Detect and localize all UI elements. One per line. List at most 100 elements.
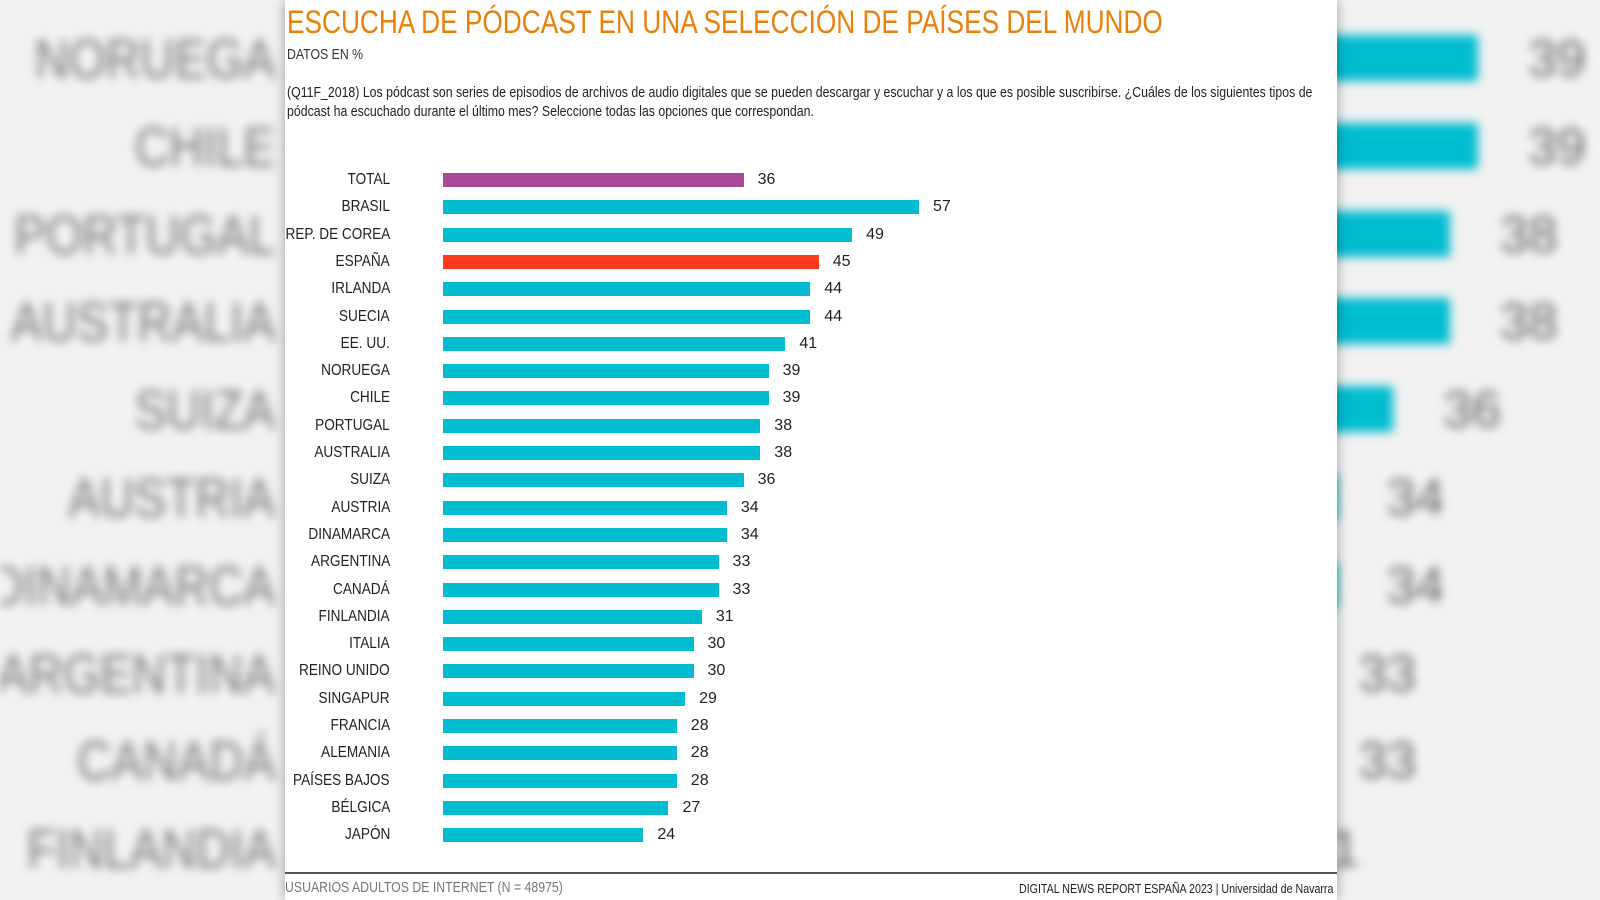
value-label: 28: [690, 744, 709, 762]
category-label: SINGAPUR: [318, 689, 390, 707]
category-label: SUECIA: [339, 307, 390, 325]
bar: [443, 527, 727, 542]
category-label: REP. DE COREA: [285, 225, 390, 243]
bar-row: ITALIA 30: [285, 634, 1285, 654]
bar: [443, 200, 919, 215]
category-label: SUIZA: [349, 471, 390, 489]
value-label: 30: [707, 635, 726, 653]
bar-row: ALEMANIA 28: [285, 743, 1285, 763]
chart-panel: ESCUCHA DE PÓDCAST EN UNA SELECCIÓN DE P…: [285, 0, 1337, 900]
survey-question: (Q11F_2018) Los pódcast son series de ep…: [287, 85, 1313, 120]
background-label: CANADÁ: [76, 729, 275, 793]
value-label: 44: [824, 280, 843, 298]
bar-row: SUIZA 36: [285, 470, 1285, 490]
background-label: CHILE: [134, 114, 275, 178]
bar-row: DINAMARCA 34: [285, 525, 1285, 545]
sample-note: USUARIOS ADULTOS DE INTERNET (N = 48975): [285, 879, 563, 896]
value-label: 34: [740, 525, 759, 543]
bar-row: CANADÁ 33: [285, 580, 1285, 600]
bar-row: EE. UU. 41: [285, 334, 1285, 354]
background-label: NORUEGA: [34, 27, 275, 90]
value-label: 31: [715, 607, 734, 625]
bar: [443, 691, 686, 706]
category-label: BRASIL: [341, 198, 390, 216]
value-label: 33: [732, 580, 751, 598]
category-label: AUSTRALIA: [314, 444, 390, 461]
bar: [443, 254, 819, 269]
bar-row: AUSTRALIA 38: [285, 443, 1285, 463]
category-label: ALEMANIA: [321, 744, 390, 762]
bar: [443, 391, 769, 406]
background-value: 38: [1499, 205, 1558, 264]
bar: [443, 637, 694, 652]
chart-subtitle: DATOS EN %: [287, 46, 364, 63]
category-label: EE. UU.: [340, 334, 390, 352]
value-label: 33: [732, 553, 751, 571]
bar-row: CHILE 39: [285, 388, 1285, 408]
value-label: 24: [657, 826, 676, 844]
bar-row: AUSTRIA 34: [285, 498, 1285, 518]
bar: [443, 828, 644, 843]
category-label: BÉLGICA: [331, 798, 390, 816]
background-label: FINLANDIA: [26, 817, 275, 881]
bar-row: FINLANDIA 31: [285, 607, 1285, 627]
background-row: SUIZA 36: [0, 380, 1600, 440]
value-label: 39: [782, 389, 801, 407]
bar: [443, 418, 761, 433]
value-label: 34: [740, 498, 759, 516]
background-value: 33: [1358, 732, 1417, 791]
category-label: ITALIA: [349, 635, 390, 653]
background-value: 34: [1386, 469, 1445, 527]
background-label: ARGENTINA: [0, 641, 275, 705]
bar-row: ARGENTINA 33: [285, 552, 1285, 572]
source-credit: DIGITAL NEWS REPORT ESPAÑA 2023 | Univer…: [1018, 881, 1333, 896]
bar: [443, 582, 719, 597]
background-label: PORTUGAL: [14, 202, 275, 266]
bar: [443, 719, 677, 733]
bar-row: PAÍSES BAJOS 28: [285, 771, 1285, 791]
bar-row: TOTAL 36: [285, 170, 1285, 190]
value-label: 39: [782, 362, 801, 380]
value-label: 36: [757, 471, 776, 489]
value-label: 27: [682, 798, 701, 816]
background-value: 39: [1528, 117, 1586, 176]
value-label: 57: [932, 198, 951, 216]
category-label: AUSTRIA: [331, 498, 390, 516]
background-row: CHILE 39: [0, 114, 1600, 178]
background-label: AUSTRALIA: [10, 290, 275, 354]
value-label: 28: [690, 717, 709, 734]
bar-row: JAPÓN 24: [285, 825, 1285, 845]
category-label: CHILE: [349, 389, 390, 407]
category-label: IRLANDA: [331, 280, 390, 298]
category-label: CANADÁ: [333, 580, 390, 598]
category-label: ARGENTINA: [310, 553, 390, 571]
value-label: 44: [824, 307, 843, 325]
bar-row: ESPAÑA 45: [285, 252, 1285, 272]
background-label: AUSTRIA: [68, 466, 275, 529]
bar: [443, 500, 727, 515]
category-label: REINO UNIDO: [299, 662, 390, 680]
bar: [443, 664, 694, 679]
bar: [443, 309, 811, 324]
background-value: 38: [1499, 293, 1558, 352]
background-value: 36: [1443, 381, 1501, 440]
bar: [443, 173, 744, 187]
category-label: DINAMARCA: [308, 525, 390, 543]
background-label: SUIZA: [134, 378, 275, 442]
category-label: JAPÓN: [344, 826, 390, 844]
bar: [443, 336, 786, 351]
value-label: 38: [774, 416, 793, 434]
bar: [443, 364, 769, 379]
category-label: NORUEGA: [321, 362, 390, 380]
background-value: 34: [1386, 556, 1445, 615]
value-label: 38: [774, 444, 793, 461]
category-label: TOTAL: [347, 171, 390, 188]
value-label: 36: [757, 171, 776, 188]
category-label: FRANCIA: [330, 717, 390, 734]
chart-title: ESCUCHA DE PÓDCAST EN UNA SELECCIÓN DE P…: [287, 4, 1163, 40]
background-label: DINAMARCA: [0, 553, 275, 617]
bar: [443, 746, 677, 761]
bar: [443, 773, 677, 788]
bar-row: REINO UNIDO 30: [285, 661, 1285, 681]
bar: [443, 473, 744, 488]
